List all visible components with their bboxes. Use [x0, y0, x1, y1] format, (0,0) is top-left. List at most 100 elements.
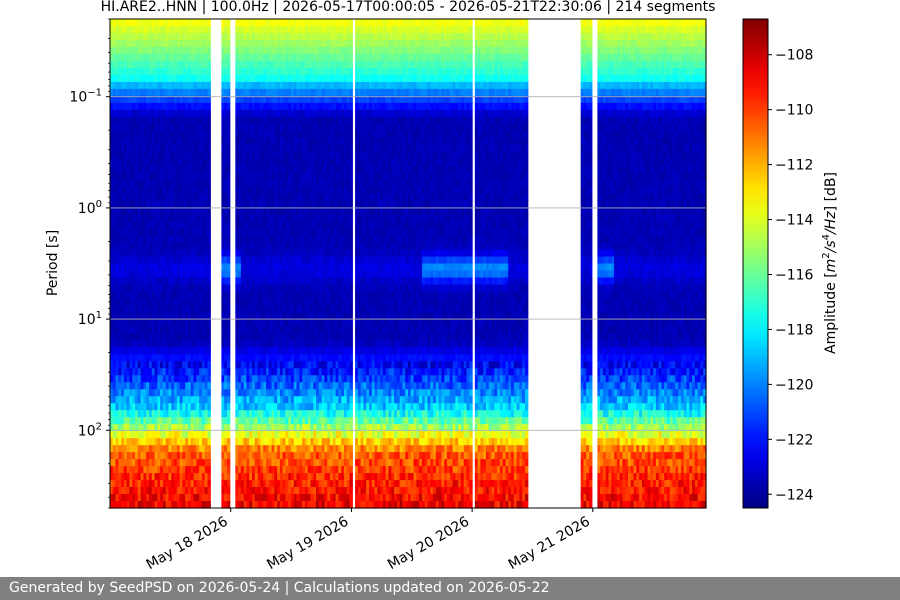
heatmap-cell [115, 172, 119, 181]
heatmap-cell [123, 88, 128, 97]
heatmap-cell [123, 487, 128, 495]
heatmap-cell [165, 382, 170, 390]
heatmap-cell [168, 445, 172, 453]
heatmap-cell [185, 438, 189, 446]
heatmap-cell [168, 319, 172, 327]
heatmap-cell [313, 417, 317, 425]
heatmap-cell [201, 494, 206, 502]
heatmap-cell [307, 326, 312, 334]
heatmap-cell [285, 291, 289, 300]
heatmap-cell [252, 424, 256, 432]
heatmap-cell [168, 403, 172, 411]
heatmap-cell [235, 417, 239, 425]
heatmap-cell [199, 102, 203, 111]
heatmap-cell [291, 102, 295, 111]
heatmap-cell [302, 270, 306, 279]
heatmap-cell [254, 396, 259, 404]
heatmap-cell [118, 389, 122, 397]
heatmap-cell [129, 144, 133, 153]
heatmap-cell [182, 67, 186, 76]
heatmap-cell [282, 158, 287, 167]
heatmap-cell [204, 417, 209, 425]
heatmap-cell [201, 151, 206, 160]
heatmap-cell [135, 109, 139, 118]
heatmap-cell [224, 347, 228, 355]
heatmap-cell [171, 200, 175, 209]
heatmap-cell [274, 207, 278, 216]
heatmap-cell [238, 242, 242, 251]
heatmap-cell [132, 438, 136, 446]
heatmap-cell [296, 459, 300, 467]
heatmap-cell [310, 46, 314, 55]
heatmap-cell [151, 81, 156, 90]
heatmap-cell [291, 158, 295, 167]
heatmap-cell [265, 375, 270, 383]
heatmap-cell [129, 305, 133, 313]
heatmap-cell [299, 19, 303, 27]
heatmap-cell [176, 186, 181, 195]
heatmap-cell [126, 88, 131, 97]
heatmap-cell [257, 172, 261, 181]
heatmap-cell [226, 221, 231, 230]
heatmap-cell [201, 403, 206, 411]
heatmap-cell [224, 487, 228, 495]
heatmap-cell [316, 123, 320, 132]
heatmap-cell [224, 67, 228, 76]
heatmap-cell [293, 291, 298, 300]
heatmap-cell [179, 109, 184, 118]
heatmap-cell [140, 67, 145, 76]
heatmap-cell [282, 193, 287, 202]
heatmap-cell [135, 466, 139, 474]
heatmap-cell [288, 319, 292, 327]
heatmap-cell [121, 389, 125, 397]
heatmap-cell [118, 305, 122, 313]
heatmap-cell [201, 32, 206, 41]
heatmap-cell [310, 123, 314, 132]
heatmap-cell [246, 452, 250, 460]
heatmap-cell [246, 137, 250, 146]
heatmap-cell [293, 368, 298, 376]
heatmap-cell [274, 81, 278, 90]
heatmap-cell [271, 333, 275, 341]
heatmap-cell [316, 130, 320, 139]
heatmap-cell [304, 312, 309, 320]
heatmap-cell [115, 326, 119, 334]
heatmap-cell [165, 298, 170, 307]
heatmap-cell [196, 186, 200, 195]
heatmap-cell [207, 263, 211, 272]
heatmap-cell [123, 32, 128, 41]
heatmap-cell [299, 137, 303, 146]
heatmap-cell [193, 403, 197, 411]
heatmap-cell [321, 340, 326, 348]
heatmap-cell [302, 235, 306, 244]
heatmap-cell [321, 46, 326, 55]
heatmap-cell [126, 46, 131, 55]
heatmap-cell [260, 305, 264, 313]
heatmap-cell [112, 137, 117, 146]
heatmap-cell [257, 340, 261, 348]
heatmap-cell [260, 480, 264, 488]
heatmap-cell [288, 228, 292, 237]
heatmap-cell [201, 270, 206, 279]
heatmap-cell [285, 39, 289, 48]
heatmap-cell [265, 158, 270, 167]
heatmap-cell [201, 67, 206, 76]
heatmap-cell [193, 410, 197, 418]
heatmap-cell [238, 487, 242, 495]
heatmap-cell [151, 291, 156, 300]
heatmap-cell [112, 193, 117, 202]
heatmap-cell [304, 81, 309, 90]
heatmap-cell [162, 354, 167, 362]
heatmap-cell [199, 354, 203, 362]
heatmap-cell [285, 81, 289, 90]
heatmap-cell [310, 431, 314, 439]
heatmap-cell [154, 480, 158, 488]
heatmap-cell [279, 102, 284, 111]
heatmap-cell [274, 39, 278, 48]
heatmap-cell [304, 480, 309, 488]
heatmap-cell [240, 151, 245, 160]
heatmap-cell [176, 137, 181, 146]
heatmap-cell [224, 319, 228, 327]
heatmap-cell [293, 319, 298, 327]
heatmap-cell [140, 172, 145, 181]
